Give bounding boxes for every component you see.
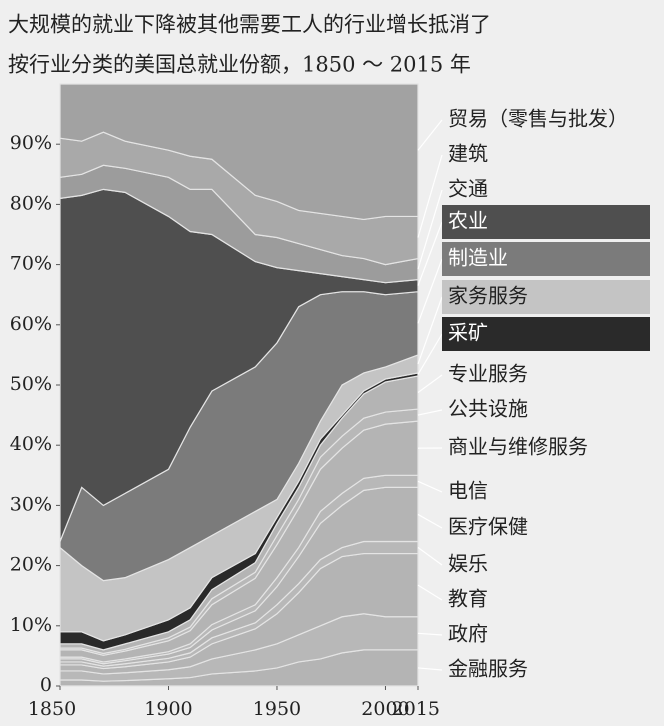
legend-label: 专业服务 (448, 362, 528, 386)
x-tick-label: 2015 (392, 698, 440, 720)
y-tick-label: 70% (10, 253, 52, 275)
y-tick-label: 60% (10, 313, 52, 335)
leader-line (417, 189, 443, 270)
x-tick-label: 2000 (361, 698, 409, 720)
x-tick-label: 1900 (144, 698, 192, 720)
legend-label: 制造业 (448, 246, 508, 270)
legend-label: 贸易（零售与批发） (448, 107, 628, 131)
leader-line (417, 547, 443, 566)
x-tick-label: 1950 (253, 698, 301, 720)
legend-label: 娱乐 (448, 552, 488, 576)
legend-label: 教育 (448, 587, 488, 611)
leader-line (417, 584, 443, 601)
legend-box (442, 317, 650, 351)
legend-label: 家务服务 (448, 284, 528, 308)
legend-label: 医疗保健 (448, 515, 528, 539)
legend-box (442, 242, 650, 276)
chart-title: 大规模的就业下降被其他需要工人的行业增长抵消了 (8, 13, 491, 37)
leader-line (417, 374, 443, 394)
legend-label: 交通 (448, 177, 488, 201)
y-tick-label: 10% (10, 614, 52, 636)
legend-label: 政府 (448, 622, 488, 646)
leader-line (417, 667, 443, 671)
legend-label: 金融服务 (448, 657, 528, 681)
leader-line (417, 409, 443, 416)
legend-label: 建筑 (448, 142, 488, 166)
area (59, 83, 419, 221)
y-tick-label: 80% (10, 192, 52, 214)
legend-label: 商业与维修服务 (448, 435, 588, 459)
legend-label: 农业 (448, 209, 488, 233)
legend-box (442, 280, 650, 314)
leader-line (417, 480, 443, 493)
leader-line (417, 632, 443, 636)
y-tick-label: 30% (10, 493, 52, 515)
x-tick-label: 1850 (28, 698, 76, 720)
leader-line (417, 513, 443, 529)
legend-label: 电信 (448, 479, 488, 503)
y-tick-label: 90% (10, 132, 52, 154)
leader-line (417, 221, 443, 286)
legend-box (442, 205, 650, 239)
leader-line (417, 258, 443, 324)
chart-subtitle: 按行业分类的美国总就业份额，1850 ～ 2015 年 (8, 53, 471, 77)
y-tick-label: 40% (10, 433, 52, 455)
y-tick-label: 20% (10, 554, 52, 576)
leader-line (417, 296, 443, 365)
y-tick-label: 50% (10, 373, 52, 395)
legend-label: 公共设施 (448, 397, 528, 421)
leader-line (417, 333, 443, 375)
leader-line (417, 154, 443, 238)
legend-label: 采矿 (448, 321, 488, 345)
y-tick-label: 0 (40, 674, 52, 696)
leader-line (417, 119, 443, 151)
